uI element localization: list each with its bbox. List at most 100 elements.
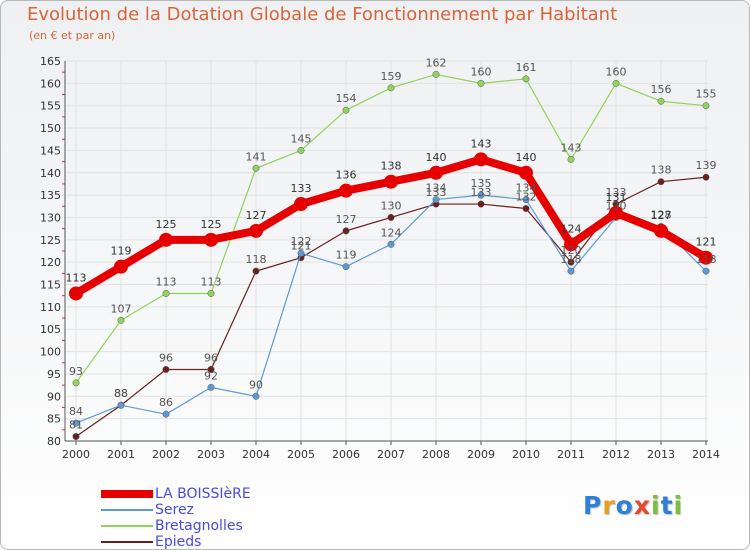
- data-label-serez: 135: [471, 177, 492, 190]
- legend-label: LA BOISSIèRE: [155, 486, 251, 502]
- data-point-bretagnolles: [72, 379, 80, 387]
- data-label-la-boissiere: 125: [201, 218, 222, 231]
- data-point-serez: [207, 383, 215, 391]
- y-tick-label: 160: [40, 77, 61, 90]
- data-label-serez: 134: [426, 182, 447, 195]
- data-label-la-boissiere: 133: [291, 182, 312, 195]
- y-tick-label: 100: [40, 346, 61, 359]
- data-label-bretagnolles: 155: [696, 88, 717, 101]
- data-label-epieds: 139: [696, 159, 717, 172]
- data-label-epieds: 127: [336, 213, 357, 226]
- data-label-epieds: 130: [381, 199, 402, 212]
- data-point-serez: [342, 263, 350, 271]
- data-label-epieds: 96: [159, 351, 173, 364]
- data-point-bretagnolles: [657, 97, 665, 105]
- data-label-serez: 84: [69, 405, 83, 418]
- logo-letter: r: [602, 491, 616, 520]
- x-tick-label: 2006: [332, 448, 360, 461]
- data-point-serez: [477, 191, 485, 199]
- data-label-epieds: 133: [606, 186, 627, 199]
- data-point-serez: [522, 196, 530, 204]
- x-tick-label: 2007: [377, 448, 405, 461]
- data-point-epieds: [657, 178, 665, 186]
- data-point-epieds: [522, 205, 530, 212]
- data-label-serez: 118: [561, 253, 582, 266]
- data-label-bretagnolles: 160: [606, 65, 627, 78]
- data-point-la-boissiere: [519, 165, 533, 180]
- data-label-la-boissiere: 127: [651, 209, 672, 222]
- data-point-serez: [252, 392, 260, 400]
- data-label-serez: 134: [516, 182, 537, 195]
- data-point-la-boissiere: [654, 223, 668, 238]
- data-label-serez: 128: [651, 208, 672, 221]
- legend-swatch: [101, 490, 153, 498]
- x-tick-label: 2013: [647, 448, 675, 461]
- data-label-bretagnolles: 162: [426, 56, 447, 69]
- x-tick-label: 2003: [197, 448, 225, 461]
- data-point-serez: [702, 267, 710, 275]
- data-label-la-boissiere: 124: [561, 222, 582, 235]
- x-tick-label: 2009: [467, 448, 495, 461]
- data-point-serez: [387, 240, 395, 248]
- data-label-la-boissiere: 136: [336, 169, 357, 182]
- data-label-la-boissiere: 121: [696, 236, 717, 249]
- data-point-serez: [567, 267, 575, 275]
- data-label-la-boissiere: 125: [156, 218, 177, 231]
- data-label-bretagnolles: 160: [471, 65, 492, 78]
- data-label-epieds: 118: [246, 253, 267, 266]
- data-label-bretagnolles: 107: [111, 302, 132, 315]
- data-point-bretagnolles: [162, 290, 170, 297]
- logo-letter: i: [651, 491, 661, 520]
- x-tick-label: 2012: [602, 448, 630, 461]
- data-label-la-boissiere: 119: [111, 245, 132, 258]
- data-label-bretagnolles: 141: [246, 150, 267, 163]
- grid: [65, 60, 708, 442]
- data-label-epieds: 120: [561, 244, 582, 257]
- legend-swatch: [101, 509, 153, 511]
- x-tick-label: 2004: [242, 448, 270, 461]
- data-point-epieds: [207, 366, 215, 373]
- data-point-serez: [117, 401, 125, 409]
- data-point-bretagnolles: [432, 70, 440, 78]
- legend-item-la-boissiere: LA BOISSIèRE: [101, 486, 361, 502]
- data-label-epieds: 96: [204, 351, 218, 364]
- y-tick-label: 135: [40, 189, 61, 202]
- legend-swatch: [101, 541, 153, 543]
- data-point-la-boissiere: [294, 197, 308, 212]
- data-label-serez: 119: [336, 249, 357, 262]
- data-point-la-boissiere: [699, 250, 713, 265]
- data-label-epieds: 88: [114, 387, 128, 400]
- data-label-serez: 118: [696, 253, 717, 266]
- data-point-serez: [72, 419, 80, 427]
- legend: LA BOISSIèRE Serez Bretagnolles Epieds: [101, 486, 361, 549]
- data-point-epieds: [702, 173, 710, 181]
- y-tick-label: 150: [40, 122, 61, 135]
- data-point-la-boissiere: [159, 232, 173, 247]
- data-point-serez: [297, 249, 305, 257]
- data-point-la-boissiere: [609, 206, 623, 220]
- data-label-serez: 92: [204, 369, 218, 382]
- data-label-bretagnolles: 113: [201, 275, 222, 288]
- data-point-bretagnolles: [612, 79, 620, 87]
- y-tick-label: 165: [40, 55, 61, 68]
- data-label-serez: 88: [114, 387, 128, 400]
- x-tick-label: 2001: [107, 448, 135, 461]
- y-tick-label: 90: [47, 390, 61, 403]
- data-point-bretagnolles: [207, 290, 215, 297]
- data-point-epieds: [162, 366, 170, 373]
- y-tick-label: 80: [47, 435, 61, 448]
- y-tick-label: 105: [40, 323, 61, 336]
- data-point-bretagnolles: [297, 146, 305, 154]
- series-lines: [69, 70, 713, 440]
- data-label-bretagnolles: 154: [336, 92, 357, 105]
- data-point-serez: [432, 196, 440, 204]
- x-tick-label: 2011: [557, 448, 585, 461]
- data-point-bretagnolles: [702, 102, 710, 110]
- data-label-epieds: 133: [426, 186, 447, 199]
- data-label-epieds: 132: [516, 191, 537, 204]
- data-label-serez: 86: [159, 396, 173, 409]
- legend-label: Serez: [155, 502, 194, 518]
- data-point-la-boissiere: [384, 174, 398, 189]
